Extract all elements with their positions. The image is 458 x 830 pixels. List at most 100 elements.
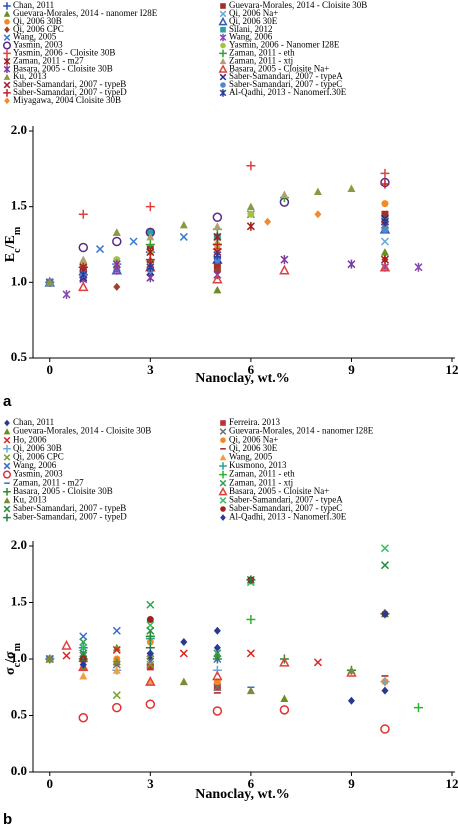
- data-point: [112, 645, 121, 654]
- legend-label: Zaman, 2011 - eth: [229, 47, 295, 57]
- legend-marker: [3, 49, 11, 58]
- data-point: [179, 220, 188, 229]
- data-point: [62, 651, 71, 660]
- legend-marker: [220, 42, 226, 49]
- panel: Chan, 2011 Ferreira. 2013Guevara-Morales,…: [2, 417, 458, 828]
- data-point: [380, 237, 389, 246]
- data-point: [213, 643, 221, 652]
- y-axis-label-part: m: [12, 226, 23, 235]
- legend-marker: [3, 81, 11, 89]
- legend-marker: [4, 19, 10, 25]
- data-point: [381, 686, 389, 695]
- data-point: [146, 655, 154, 663]
- y-tick-label: 1.0: [11, 650, 27, 665]
- y-axis-label-part: /σ: [3, 651, 18, 664]
- legend-marker: [219, 58, 227, 65]
- data-point: [213, 232, 222, 242]
- data-point: [180, 638, 188, 647]
- data-point: [381, 225, 389, 233]
- legend-label: Al-Qadhi, 2013 - NanomerI.30E: [229, 512, 347, 522]
- data-point: [413, 703, 423, 713]
- legend-marker: [3, 428, 11, 435]
- data-point: [247, 210, 255, 218]
- legend-label: Qi, 2006 CPC: [13, 451, 64, 461]
- legend-label: Saber-Samandari, 2007 - typeC: [229, 503, 342, 513]
- legend-marker: [3, 57, 11, 66]
- data-point: [61, 639, 72, 650]
- data-point: [379, 261, 391, 272]
- data-point: [212, 706, 223, 716]
- y-axis-label-part: m: [12, 642, 23, 651]
- legend-marker: [219, 497, 227, 504]
- legend-label: Kusmono, 2013: [229, 460, 287, 470]
- data-point: [146, 273, 155, 283]
- data-point: [381, 200, 389, 208]
- data-point: [380, 179, 390, 189]
- legend-marker: [219, 49, 227, 58]
- data-point: [112, 702, 122, 713]
- legend-marker: [3, 513, 11, 522]
- x-tick-label: 3: [147, 362, 154, 377]
- legend-label: Zaman, 2011 - m27: [13, 55, 84, 65]
- data-point: [112, 666, 121, 674]
- x-tick-label: 6: [248, 776, 255, 791]
- data-point: [146, 660, 155, 669]
- data-point: [146, 228, 154, 236]
- x-tick-label: 6: [248, 362, 255, 377]
- y-axis-label: Ec/Em: [3, 226, 23, 262]
- data-point: [246, 221, 255, 231]
- x-tick-label: 9: [348, 362, 355, 377]
- x-axis-label: Nanoclay, wt.%: [195, 787, 290, 802]
- legend-label: Qi, 2006 30E: [229, 443, 278, 453]
- legend-label: Yasmin, 2006 - Nanomer I28E: [229, 40, 340, 50]
- panel-label: b: [3, 811, 12, 828]
- data-point: [146, 677, 155, 686]
- data-point: [380, 724, 390, 734]
- y-axis-label-part: E: [3, 253, 18, 262]
- data-point: [280, 255, 289, 265]
- legend-label: Basara, 2005 - Cloisite Na+: [229, 63, 329, 73]
- data-point: [212, 654, 222, 664]
- legend-marker: [219, 462, 227, 470]
- y-tick-label: 2.0: [11, 122, 27, 137]
- data-point: [246, 202, 255, 211]
- legend-label: Yasmin, 2003: [13, 469, 63, 479]
- legend-label: Zaman, 2011 - m27: [13, 477, 84, 487]
- data-point: [246, 161, 256, 171]
- legend-label: Chan, 2011: [13, 417, 54, 427]
- data-point: [112, 626, 121, 635]
- data-point: [279, 705, 290, 715]
- data-point: [213, 683, 222, 692]
- legend-label: Wang, 2005: [13, 32, 57, 42]
- legend-marker: [3, 497, 11, 504]
- y-tick-label: 1.0: [11, 273, 27, 288]
- legend-label: Saber-Samandari, 2007 - typeD: [13, 512, 127, 522]
- legend-marker: [220, 420, 226, 426]
- data-point: [179, 649, 188, 658]
- data-point: [79, 649, 88, 658]
- data-point: [146, 600, 155, 609]
- legend-label: Wang, 2005: [229, 451, 273, 461]
- data-point: [314, 210, 322, 219]
- data-point: [213, 250, 222, 260]
- x-axis-label: Nanoclay, wt.%: [195, 371, 290, 386]
- legend-marker: [219, 428, 227, 435]
- legend-marker: [4, 97, 10, 105]
- legend-label: Basara, 2005 - Cloisite 30B: [13, 486, 113, 496]
- legend-label: Guevara-Morales, 2014 - Cloisite 30B: [13, 426, 151, 436]
- data-point: [146, 262, 155, 272]
- data-point: [212, 670, 223, 681]
- data-point: [347, 184, 356, 193]
- legend-marker: [3, 34, 11, 41]
- x-tick-label: 9: [348, 776, 355, 791]
- data-point: [381, 609, 389, 618]
- legend-marker: [3, 73, 11, 80]
- y-axis-label-part: c: [12, 248, 23, 253]
- legend-label: Saber-Samandari, 2007 - typeB: [13, 503, 126, 513]
- data-point: [78, 242, 89, 253]
- data-point: [380, 561, 389, 570]
- data-point: [129, 237, 138, 246]
- legend-marker: [220, 437, 226, 444]
- legend-marker: [2, 470, 12, 479]
- data-point: [213, 626, 221, 635]
